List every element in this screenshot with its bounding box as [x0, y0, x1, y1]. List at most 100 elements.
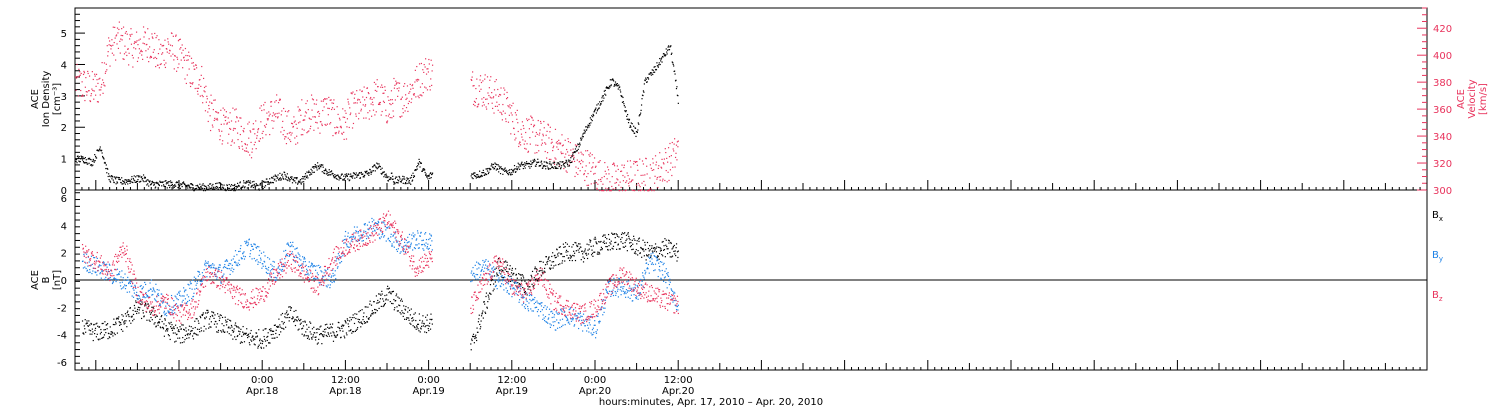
density-point: [619, 86, 620, 87]
velocity-point: [337, 127, 338, 128]
density-point: [252, 181, 253, 182]
velocity-point: [619, 190, 620, 191]
velocity-point: [560, 143, 561, 144]
field-point-bx: [402, 301, 403, 302]
velocity-point: [339, 118, 340, 119]
velocity-point: [485, 74, 486, 75]
velocity-point: [136, 40, 137, 41]
density-point: [364, 175, 365, 176]
velocity-point: [338, 114, 339, 115]
density-point: [301, 178, 302, 179]
velocity-point: [206, 96, 207, 97]
velocity-point: [196, 67, 197, 68]
field-point-bx: [573, 244, 574, 245]
field-point-bx: [283, 323, 284, 324]
field-point-by: [179, 295, 180, 296]
density-point: [408, 181, 409, 182]
field-point-by: [212, 263, 213, 264]
field-point-bx: [284, 322, 285, 323]
velocity-point: [197, 94, 198, 95]
velocity-point: [417, 80, 418, 81]
velocity-point: [480, 89, 481, 90]
field-point-by: [387, 227, 388, 228]
field-point-by: [290, 242, 291, 243]
density-point: [102, 152, 103, 153]
density-point: [623, 103, 624, 104]
density-point: [626, 110, 627, 111]
field-point-bx: [418, 324, 419, 325]
field-point-bx: [262, 341, 263, 342]
field-point-bx: [609, 239, 610, 240]
velocity-point: [579, 161, 580, 162]
velocity-point: [182, 67, 183, 68]
velocity-point: [280, 131, 281, 132]
field-point-by: [163, 312, 164, 313]
density-point: [125, 184, 126, 185]
field-point-bx: [258, 346, 259, 347]
density-point: [520, 166, 521, 167]
density-point: [313, 166, 314, 167]
velocity-point: [657, 187, 658, 188]
field-point-bx: [151, 312, 152, 313]
field-point-by: [139, 298, 140, 299]
density-point: [183, 181, 184, 182]
velocity-point: [600, 181, 601, 182]
density-point: [512, 174, 513, 175]
velocity-point: [676, 145, 677, 146]
velocity-point: [574, 176, 575, 177]
velocity-point: [486, 98, 487, 99]
velocity-point: [649, 177, 650, 178]
density-point: [670, 45, 671, 46]
velocity-point: [296, 136, 297, 137]
field-point-by: [349, 247, 350, 248]
density-point: [538, 162, 539, 163]
field-point-by: [364, 224, 365, 225]
field-point-by: [278, 266, 279, 267]
field-point-by: [426, 239, 427, 240]
velocity-point: [530, 116, 531, 117]
density-point: [555, 167, 556, 168]
velocity-point: [133, 47, 134, 48]
density-point: [477, 174, 478, 175]
velocity-point: [547, 152, 548, 153]
field-point-bx: [84, 325, 85, 326]
field-point-bx: [511, 270, 512, 271]
field-point-by: [261, 268, 262, 269]
field-point-by: [269, 258, 270, 259]
density-point: [396, 176, 397, 177]
density-point: [629, 119, 630, 120]
density-point: [562, 161, 563, 162]
field-point-bx: [566, 250, 567, 251]
density-point: [250, 183, 251, 184]
velocity-point: [237, 117, 238, 118]
field-point-bx: [387, 299, 388, 300]
velocity-point: [139, 53, 140, 54]
velocity-point: [214, 120, 215, 121]
field-point-bx: [141, 318, 142, 319]
density-point: [554, 162, 555, 163]
velocity-point: [233, 130, 234, 131]
density-point: [500, 166, 501, 167]
density-point: [299, 181, 300, 182]
density-point: [216, 183, 217, 184]
density-point: [401, 181, 402, 182]
field-point-bx: [274, 337, 275, 338]
density-point: [197, 186, 198, 187]
field-point-bx: [507, 271, 508, 272]
velocity-point: [329, 108, 330, 109]
density-point: [605, 95, 606, 96]
velocity-point: [393, 116, 394, 117]
field-point-bx: [399, 305, 400, 306]
field-point-bx: [286, 312, 287, 313]
velocity-point: [186, 60, 187, 61]
density-point: [661, 61, 662, 62]
density-point: [391, 173, 392, 174]
velocity-point: [519, 142, 520, 143]
velocity-point: [156, 35, 157, 36]
field-point-bx: [124, 320, 125, 321]
velocity-point: [115, 37, 116, 38]
velocity-point: [495, 106, 496, 107]
field-point-bx: [561, 263, 562, 264]
field-point-bx: [369, 317, 370, 318]
velocity-point: [535, 145, 536, 146]
